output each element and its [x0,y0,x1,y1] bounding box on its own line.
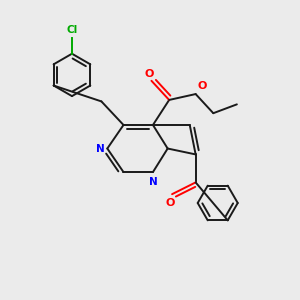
Text: N: N [148,177,157,188]
Text: O: O [165,198,175,208]
Text: O: O [197,80,206,91]
Text: Cl: Cl [66,25,78,35]
Text: O: O [145,69,154,79]
Text: N: N [96,143,105,154]
